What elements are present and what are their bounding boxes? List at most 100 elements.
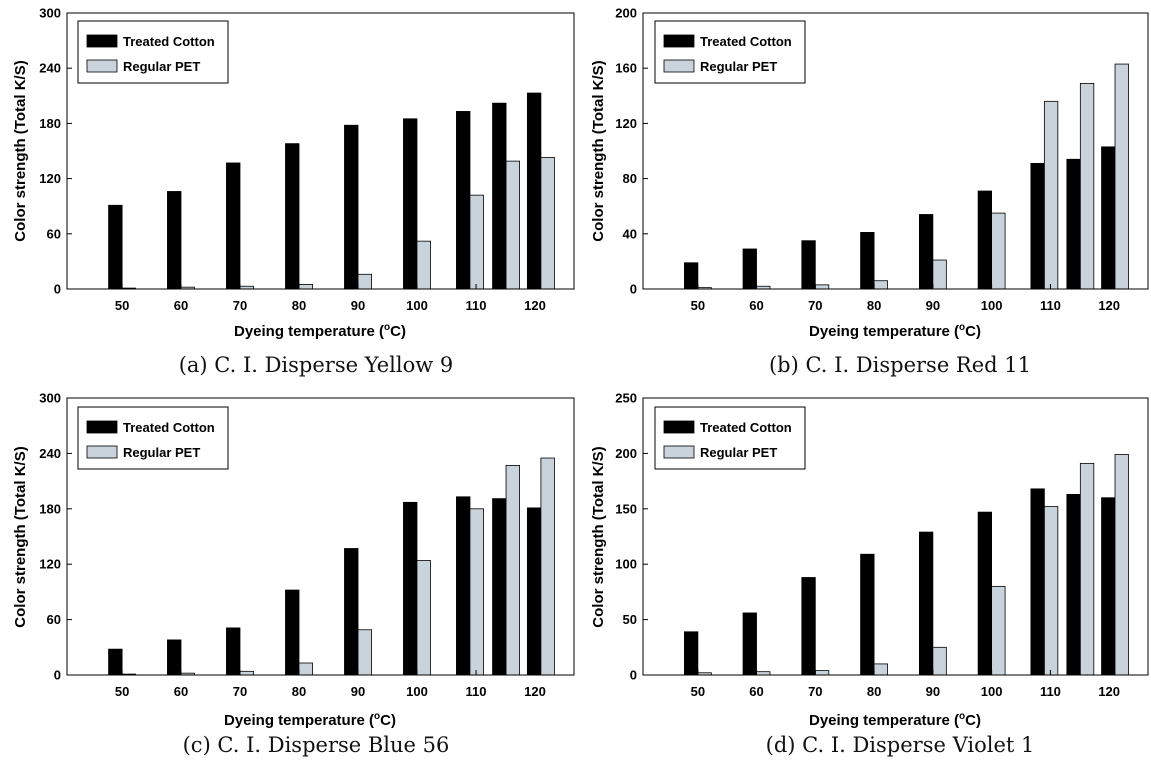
x-tick-label: 80 [867, 684, 881, 699]
y-tick-label: 150 [615, 501, 637, 516]
bar-treated-cotton [1030, 488, 1045, 676]
x-tick-label: 110 [466, 298, 487, 313]
bar-treated-cotton [1066, 158, 1081, 290]
x-axis-title: Dyeing temperature (oC) [809, 322, 981, 340]
bar-treated-cotton [977, 511, 992, 676]
x-tick-label: 60 [749, 298, 763, 313]
legend-label: Treated Cotton [123, 34, 215, 49]
bar-regular-pet [298, 283, 313, 290]
bar-treated-cotton [918, 531, 934, 676]
x-tick-label: 90 [351, 298, 365, 313]
legend-swatch-treated-cotton [86, 34, 118, 48]
bar-regular-pet [416, 240, 431, 290]
chart-panel-a: 0 60 120 180 240 300 50 60 70 80 90 100 110 120 Dyeing… [12, 6, 575, 377]
bar-treated-cotton [684, 631, 699, 676]
x-tick-label: 60 [749, 684, 763, 699]
x-tick-label: 60 [174, 684, 188, 699]
y-tick-label: 80 [623, 171, 637, 186]
bar-treated-cotton [1101, 146, 1116, 290]
legend-box [654, 406, 806, 470]
bar-regular-pet [540, 157, 555, 290]
y-axis-title: Color strength (Total K/S) [12, 446, 29, 627]
x-tick-label: 110 [466, 684, 487, 699]
bar-regular-pet [873, 280, 888, 290]
bar-treated-cotton [108, 648, 123, 676]
legend: Treated Cotton Regular PET [654, 20, 806, 84]
bar-treated-cotton [167, 639, 182, 676]
y-tick-label: 0 [54, 668, 61, 683]
y-tick-label: 60 [47, 226, 61, 241]
legend-box [77, 20, 229, 84]
y-tick-label: 120 [39, 557, 61, 572]
x-tick-label: 120 [524, 298, 546, 313]
y-axis-title: Color strength (Total K/S) [12, 60, 29, 241]
y-tick-label: 100 [615, 557, 637, 572]
y-tick-label: 0 [54, 282, 61, 297]
x-axis-title: Dyeing temperature (oC) [234, 322, 406, 340]
y-tick-label: 60 [47, 612, 61, 627]
legend-label: Regular PET [123, 59, 200, 74]
bar-regular-pet [416, 560, 431, 676]
bar-regular-pet [1043, 506, 1059, 676]
bar-treated-cotton [285, 589, 300, 676]
bar-regular-pet [1043, 100, 1059, 290]
legend-label: Treated Cotton [700, 420, 792, 435]
x-tick-label: 100 [406, 298, 428, 313]
bar-treated-cotton [1066, 493, 1081, 676]
x-tick-label: 50 [691, 684, 705, 699]
x-tick-label: 70 [233, 298, 247, 313]
bar-treated-cotton [742, 612, 757, 676]
bar-treated-cotton [801, 240, 816, 290]
bar-treated-cotton [226, 162, 241, 290]
bar-treated-cotton [492, 102, 507, 290]
y-tick-label: 120 [39, 171, 61, 186]
y-tick-label: 200 [615, 446, 637, 461]
x-tick-label: 100 [981, 298, 1003, 313]
x-tick-label: 110 [1040, 298, 1061, 313]
legend-box [77, 406, 229, 470]
chart-panel-d: 0 50 100 150 200 250 50 60 70 80 90 100 110 120 Dyeing… [590, 391, 1149, 757]
bar-regular-pet [540, 457, 555, 676]
legend-swatch-treated-cotton [663, 34, 695, 48]
bar-treated-cotton [344, 548, 359, 676]
y-axis-title: Color strength (Total K/S) [590, 60, 607, 241]
legend-swatch-regular-pet [663, 445, 695, 459]
bar-treated-cotton [403, 501, 418, 676]
y-tick-label: 250 [615, 391, 637, 406]
bar-regular-pet [1114, 63, 1129, 290]
bar-regular-pet [298, 662, 313, 676]
y-tick-label: 180 [39, 501, 61, 516]
bar-treated-cotton [1030, 163, 1045, 290]
y-tick-label: 240 [39, 61, 61, 76]
legend: Treated Cotton Regular PET [77, 406, 229, 470]
plot-frame [66, 397, 575, 676]
x-tick-label: 70 [808, 684, 822, 699]
legend-swatch-treated-cotton [663, 420, 695, 434]
legend-box [654, 20, 806, 84]
chart-panel-b: 0 40 80 120 160 200 50 60 70 80 90 100 110 120 Dyeing … [590, 6, 1149, 377]
x-tick-label: 70 [808, 298, 822, 313]
y-tick-label: 50 [623, 612, 637, 627]
x-axis-title: Dyeing temperature (oC) [224, 711, 396, 729]
legend-swatch-regular-pet [663, 59, 695, 73]
panel-caption: (a) C. I. Disperse Yellow 9 [179, 353, 454, 377]
bar-treated-cotton [684, 262, 699, 290]
bar-treated-cotton [285, 143, 300, 290]
bar-regular-pet [1079, 462, 1095, 676]
bar-regular-pet [814, 670, 830, 676]
x-tick-label: 100 [981, 684, 1003, 699]
bar-regular-pet [932, 259, 947, 290]
x-tick-label: 50 [691, 298, 705, 313]
bar-treated-cotton [860, 553, 875, 676]
panel-caption: (c) C. I. Disperse Blue 56 [183, 733, 450, 757]
x-tick-label: 120 [1098, 298, 1120, 313]
y-tick-label: 300 [39, 391, 61, 406]
x-tick-label: 80 [292, 298, 306, 313]
plot-frame [642, 397, 1149, 676]
legend-swatch-treated-cotton [86, 420, 118, 434]
y-tick-label: 300 [39, 6, 61, 21]
legend-label: Regular PET [700, 445, 777, 460]
panel-caption: (d) C. I. Disperse Violet 1 [766, 733, 1035, 757]
bar-regular-pet [991, 585, 1006, 676]
y-tick-label: 240 [39, 446, 61, 461]
